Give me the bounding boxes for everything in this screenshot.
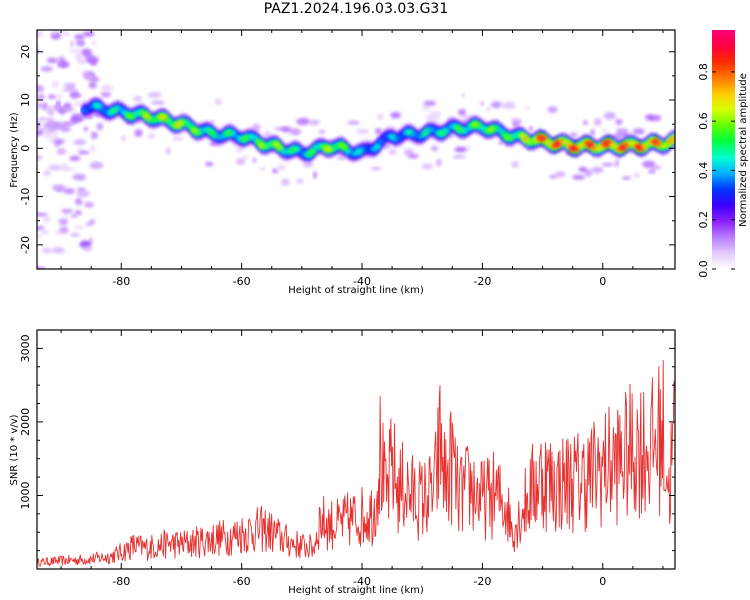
snr-background bbox=[37, 330, 675, 569]
colorbar-ticks: 0.0 0.2 0.4 0.6 0.8 bbox=[697, 63, 735, 278]
spectrogram-y-axis-label: Frequency (Hz) bbox=[9, 112, 20, 188]
snr-x-axis-label: Height of straight line (km) bbox=[288, 585, 424, 596]
snr-ticks: -80 -60 -40 -20 0 1000 2000 3000 bbox=[19, 329, 675, 588]
x-tick-label: 0 bbox=[599, 275, 606, 288]
colorbar-tick-label: 0.8 bbox=[697, 63, 710, 81]
y-tick-label: 0 bbox=[19, 145, 32, 152]
spectrogram-ticks: -80 -60 -40 -20 0 -20 -10 0 10 20 bbox=[19, 30, 675, 288]
snr-y-axis-label: SNR (10 * v/v) bbox=[9, 414, 20, 485]
x-tick-label: -40 bbox=[353, 275, 371, 288]
colorbar-label: Normalized spectral amplitude bbox=[738, 73, 749, 227]
colorbar-gradient bbox=[712, 30, 735, 269]
x-tick-label: -60 bbox=[233, 275, 251, 288]
x-tick-label: -80 bbox=[112, 575, 130, 588]
x-tick-label: -40 bbox=[353, 575, 371, 588]
colorbar-tick-label: 0.4 bbox=[697, 162, 710, 180]
spectrogram-x-axis-label: Height of straight line (km) bbox=[288, 285, 424, 296]
y-tick-label: 1000 bbox=[19, 481, 32, 509]
colorbar-tick-label: 0.0 bbox=[697, 260, 710, 278]
y-tick-label: 10 bbox=[19, 93, 32, 107]
x-tick-label: -60 bbox=[233, 575, 251, 588]
x-tick-label: -80 bbox=[112, 275, 130, 288]
figure-title: PAZ1.2024.196.03.03.G31 bbox=[263, 1, 449, 17]
x-tick-label: -20 bbox=[473, 575, 491, 588]
colorbar: 0.0 0.2 0.4 0.6 0.8 Normalized spectral ampl… bbox=[697, 30, 749, 278]
y-tick-label: 20 bbox=[19, 45, 32, 59]
x-tick-label: -20 bbox=[473, 275, 491, 288]
y-tick-label: 3000 bbox=[19, 334, 32, 362]
snr-frame bbox=[36, 329, 676, 570]
snr-panel: -80 -60 -40 -20 0 1000 2000 3000 Height of stra… bbox=[9, 329, 676, 596]
spectrogram-panel: -80 -60 -40 -20 0 -20 -10 0 10 20 Height of strai… bbox=[9, 29, 676, 296]
y-tick-label: 2000 bbox=[19, 408, 32, 436]
colorbar-tick-label: 0.6 bbox=[697, 112, 710, 130]
colorbar-tick-label: 0.2 bbox=[697, 211, 710, 229]
y-tick-label: -20 bbox=[19, 236, 32, 254]
snr-series-line bbox=[37, 359, 675, 567]
x-tick-label: 0 bbox=[599, 575, 606, 588]
spectrogram-heatmap bbox=[37, 31, 675, 269]
y-tick-label: -10 bbox=[19, 188, 32, 206]
spectrogram-frame bbox=[36, 29, 676, 270]
